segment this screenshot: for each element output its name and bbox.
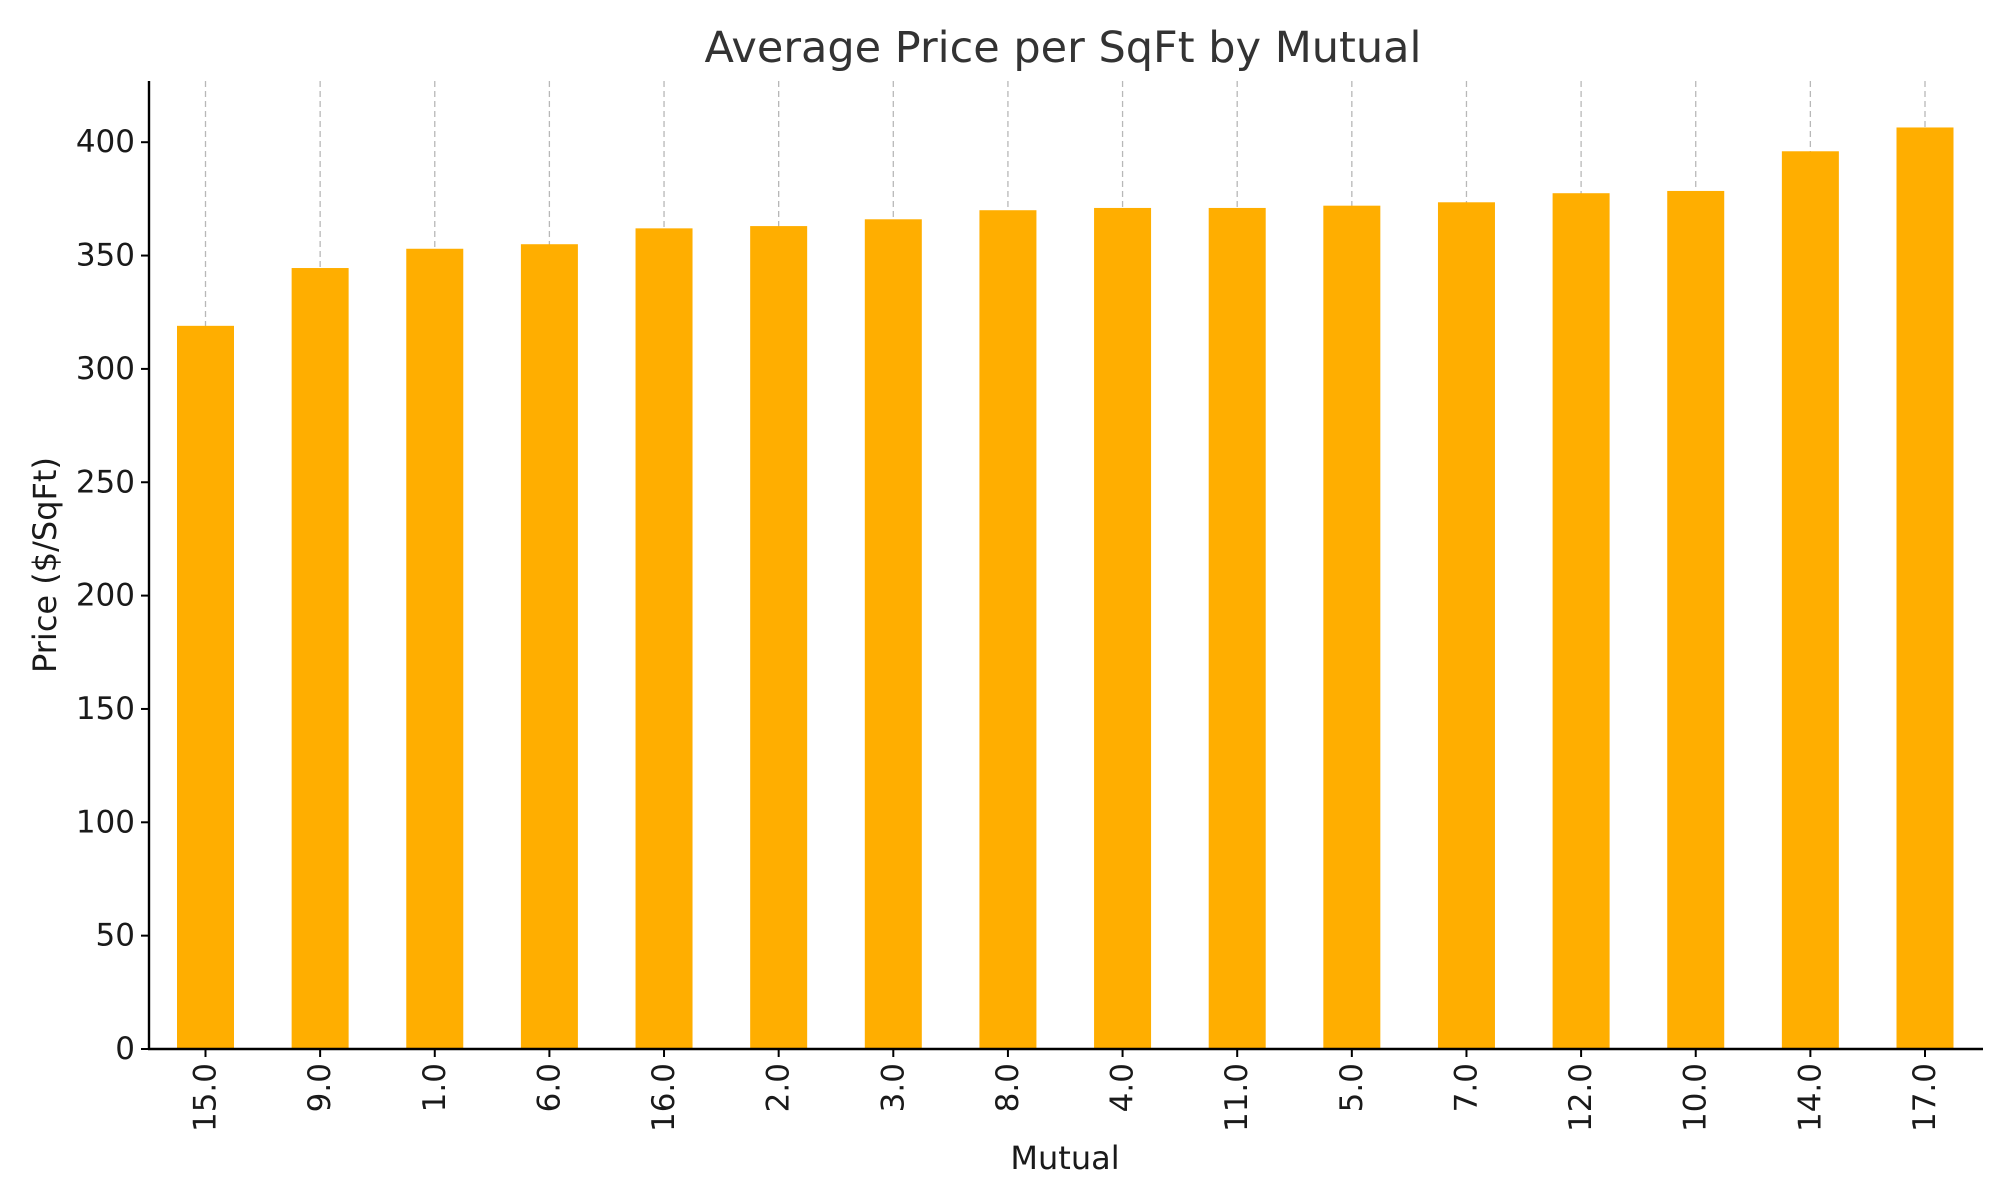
y-tick-label-200: 200 xyxy=(76,578,135,614)
bar-5.0 xyxy=(1323,205,1381,1049)
y-tick-label-300: 300 xyxy=(76,351,135,387)
chart-title: Average Price per SqFt by Mutual xyxy=(705,23,1422,73)
x-tick-label-11.0: 11.0 xyxy=(1219,1063,1255,1132)
x-tick-layer: 15.0 9.0 1.0 6.0 16.0 2.0 3.0 8.0 4.0 11.0 5.0 7.0 1… xyxy=(188,1049,1943,1132)
bar-2.0 xyxy=(750,226,808,1049)
x-tick-label-8.0: 8.0 xyxy=(990,1063,1026,1112)
bar-4.0 xyxy=(1094,207,1152,1050)
x-tick-label-12.0: 12.0 xyxy=(1563,1063,1599,1132)
y-tick-label-150: 150 xyxy=(76,691,135,727)
bar-11.0 xyxy=(1208,207,1266,1050)
x-tick-label-5.0: 5.0 xyxy=(1334,1063,1370,1112)
y-tick-label-100: 100 xyxy=(76,804,135,840)
x-tick-label-4.0: 4.0 xyxy=(1105,1063,1141,1112)
y-tick-label-250: 250 xyxy=(76,464,135,500)
bars-layer xyxy=(177,127,1954,1050)
x-tick-label-7.0: 7.0 xyxy=(1448,1063,1484,1112)
x-tick-label-6.0: 6.0 xyxy=(531,1063,567,1112)
bar-1.0 xyxy=(406,248,464,1049)
y-tick-label-0: 0 xyxy=(115,1031,135,1067)
x-tick-label-3.0: 3.0 xyxy=(875,1063,911,1112)
x-tick-label-2.0: 2.0 xyxy=(761,1063,797,1112)
bar-14.0 xyxy=(1781,151,1839,1049)
bar-6.0 xyxy=(520,244,578,1050)
x-tick-label-16.0: 16.0 xyxy=(646,1063,682,1132)
bar-9.0 xyxy=(291,268,349,1049)
bar-10.0 xyxy=(1667,190,1725,1049)
y-axis-label: Price ($/SqFt) xyxy=(26,457,64,673)
bar-12.0 xyxy=(1552,193,1610,1049)
bar-15.0 xyxy=(177,325,234,1049)
y-tick-layer: 0 50 100 150 200 250 300 350 400 xyxy=(76,124,149,1067)
x-tick-label-1.0: 1.0 xyxy=(417,1063,453,1112)
bar-17.0 xyxy=(1896,127,1954,1049)
y-tick-label-50: 50 xyxy=(96,918,135,954)
bar-8.0 xyxy=(979,210,1037,1050)
bar-7.0 xyxy=(1437,202,1495,1049)
bar-16.0 xyxy=(635,228,693,1049)
x-axis-label: Mutual xyxy=(1010,1139,1119,1177)
bar-3.0 xyxy=(864,219,922,1050)
y-tick-label-350: 350 xyxy=(76,238,135,274)
y-tick-label-400: 400 xyxy=(76,124,135,160)
x-tick-label-17.0: 17.0 xyxy=(1907,1063,1943,1132)
x-tick-label-10.0: 10.0 xyxy=(1678,1063,1714,1132)
axes-layer xyxy=(147,81,1983,1051)
grid-layer xyxy=(204,81,1926,1049)
x-tick-label-14.0: 14.0 xyxy=(1792,1063,1828,1132)
x-tick-label-9.0: 9.0 xyxy=(302,1063,338,1112)
x-tick-label-15.0: 15.0 xyxy=(188,1063,224,1132)
